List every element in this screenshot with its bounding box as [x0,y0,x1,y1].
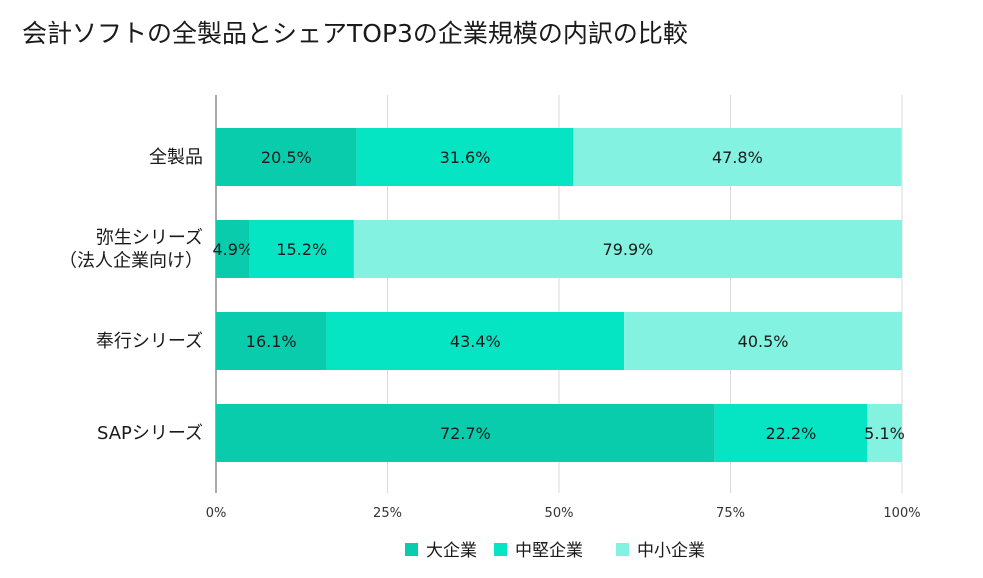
chart-title: 会計ソフトの全製品とシェアTOP3の企業規模の内訳の比較 [22,19,688,48]
legend-label: 中小企業 [637,541,705,561]
data-label: 16.1% [246,332,297,351]
data-label: 31.6% [440,148,491,167]
data-label: 15.2% [276,240,327,259]
bar-segment [624,312,902,370]
data-label: 22.2% [765,424,816,443]
x-tick-label: 100% [883,506,920,521]
bar-segment [216,220,250,278]
bar-segment [326,312,625,370]
category-label: SAPシリーズ [97,423,203,444]
x-tick-label: 75% [716,506,745,521]
data-label: 47.8% [712,148,763,167]
bar-segment [216,404,715,462]
legend-label: 中堅企業 [515,541,583,561]
data-label: 20.5% [261,148,312,167]
x-tick-label: 0% [206,506,227,521]
bar-segment [249,220,354,278]
bar-segment [356,128,574,186]
category-label: 弥生シリーズ [96,228,203,249]
bar-segment [867,404,902,462]
x-tick-label: 50% [545,506,574,521]
data-label: 5.1% [864,424,905,443]
category-label: 奉行シリーズ [96,331,203,352]
data-label: 40.5% [738,332,789,351]
data-label: 79.9% [603,240,654,259]
legend-swatch [494,543,507,556]
category-label: 全製品 [149,147,203,168]
bar-segment [714,404,868,462]
bar-segment [216,312,327,370]
bar-segment [573,128,902,186]
legend-swatch [616,543,629,556]
legend-label: 大企業 [426,541,477,561]
x-tick-label: 25% [373,506,402,521]
category-label: （法人企業向け） [59,251,203,272]
data-label: 43.4% [450,332,501,351]
bar-segment [216,128,357,186]
legend-swatch [405,543,418,556]
data-label: 72.7% [440,424,491,443]
data-label: 4.9% [212,240,253,259]
bar-segment [353,220,902,278]
